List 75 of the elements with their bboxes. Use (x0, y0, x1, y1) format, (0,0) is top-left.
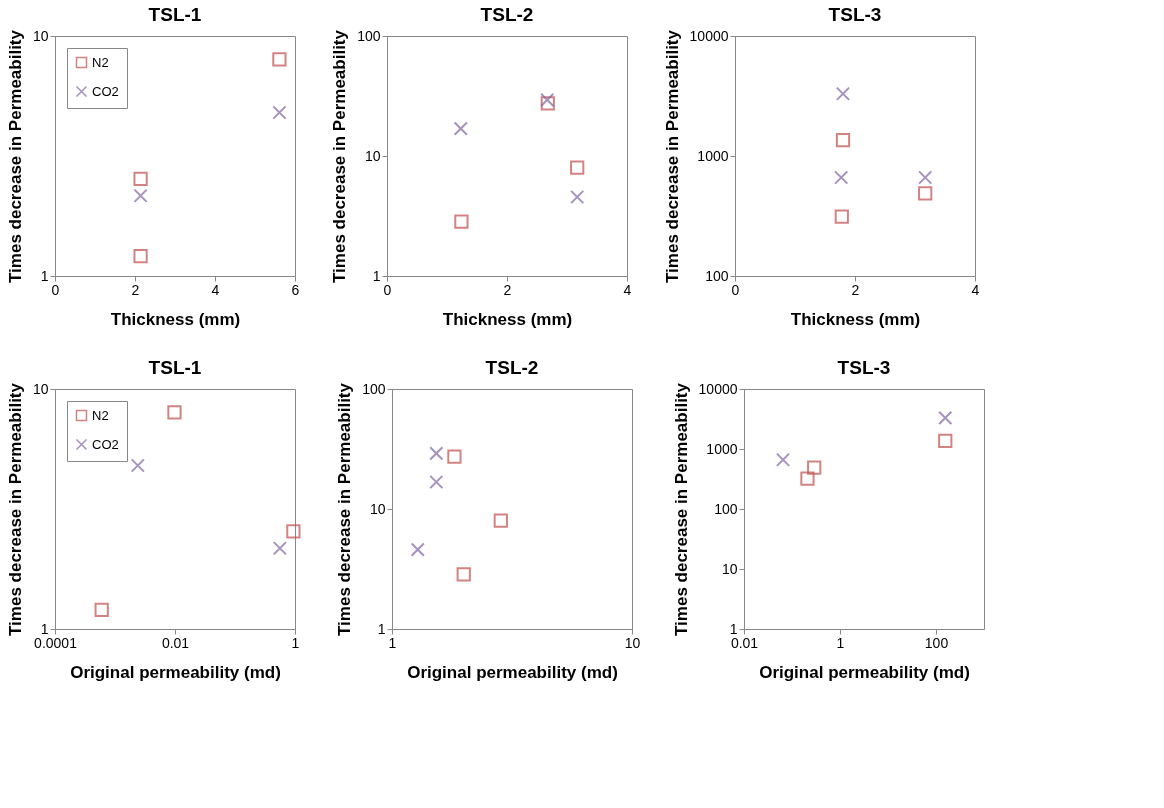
x-tick-label: 6 (291, 281, 300, 298)
x-tick-label: 1 (388, 634, 397, 651)
y-tick-label: 100 (705, 267, 729, 284)
x-axis-title: Thickness (mm) (110, 309, 241, 329)
x-axis-title: Thickness (mm) (442, 309, 573, 329)
y-tick-label: 10 (721, 560, 738, 577)
y-tick-label: 1 (40, 620, 49, 637)
legend-label: CO2 (92, 83, 119, 99)
x-axis-title: Thickness (mm) (790, 309, 921, 329)
point (453, 121, 468, 136)
y-tick-label: 100 (714, 500, 738, 517)
point (570, 189, 585, 205)
point (570, 160, 585, 175)
point (918, 170, 933, 185)
point (133, 188, 148, 203)
point (540, 96, 555, 111)
x-tick-label: 1 (836, 634, 845, 651)
legend-label: N2 (92, 54, 109, 70)
x-tick-label: 0 (731, 281, 740, 298)
chart-title: TSL-3 (837, 357, 891, 378)
x-tick-label: 4 (211, 281, 220, 298)
point (272, 52, 287, 67)
chart-title: TSL-2 (480, 4, 534, 25)
x-tick-label: 100 (924, 634, 949, 651)
x-tick-label: 10 (624, 634, 641, 651)
y-tick-label: 1 (377, 620, 386, 637)
x-axis-title: Original permeability (md) (70, 662, 281, 682)
x-tick-label: 0.01 (161, 634, 190, 651)
x-tick-label: 4 (623, 281, 632, 298)
x-axis-title: Original permeability (md) (759, 662, 970, 682)
y-tick-label: 1 (40, 267, 49, 284)
chart-title: TSL-1 (148, 4, 202, 25)
point (454, 214, 469, 229)
y-tick-label: 100 (357, 27, 381, 44)
y-axis-title: Times decrease in Permeability (5, 382, 25, 636)
x-tick-label: 2 (503, 281, 512, 298)
y-tick-label: 10000 (689, 27, 729, 44)
y-axis-title: Times decrease in Permeability (662, 29, 682, 283)
chart-title: TSL-2 (485, 357, 539, 378)
y-tick-label: 1000 (706, 440, 738, 457)
point (540, 92, 555, 107)
point (835, 86, 851, 101)
y-axis-title: Times decrease in Permeability (671, 382, 691, 636)
x-tick-label: 0 (383, 281, 392, 298)
point (834, 170, 849, 185)
legend-label: N2 (92, 407, 109, 423)
y-axis-title: Times decrease in Permeability (5, 29, 25, 283)
y-tick-label: 10 (32, 27, 49, 44)
point (133, 171, 148, 186)
point (133, 249, 148, 264)
x-axis-title: Original permeability (md) (407, 662, 618, 682)
x-tick-label: 0 (51, 281, 60, 298)
y-tick-label: 100 (362, 380, 386, 397)
x-tick-label: 0.0001 (34, 634, 78, 651)
point (272, 105, 287, 120)
y-tick-label: 10 (369, 500, 386, 517)
legend-label: CO2 (92, 436, 119, 452)
y-tick-label: 10 (32, 380, 49, 397)
y-tick-label: 1 (372, 267, 381, 284)
y-axis-title: Times decrease in Permeability (330, 29, 350, 283)
x-tick-label: 2 (851, 281, 860, 298)
point (918, 186, 933, 201)
y-axis-title: Times decrease in Permeability (335, 382, 355, 636)
point (834, 209, 849, 224)
chart-title: TSL-1 (148, 357, 202, 378)
x-tick-label: 1 (291, 634, 300, 651)
y-tick-label: 1 (729, 620, 738, 637)
x-tick-label: 0.01 (730, 634, 759, 651)
y-tick-label: 10000 (698, 380, 738, 397)
y-tick-label: 10 (364, 147, 381, 164)
x-tick-label: 2 (131, 281, 140, 298)
y-tick-label: 1000 (697, 147, 729, 164)
chart-title: TSL-3 (828, 4, 882, 25)
point (835, 133, 851, 148)
x-tick-label: 4 (971, 281, 980, 298)
